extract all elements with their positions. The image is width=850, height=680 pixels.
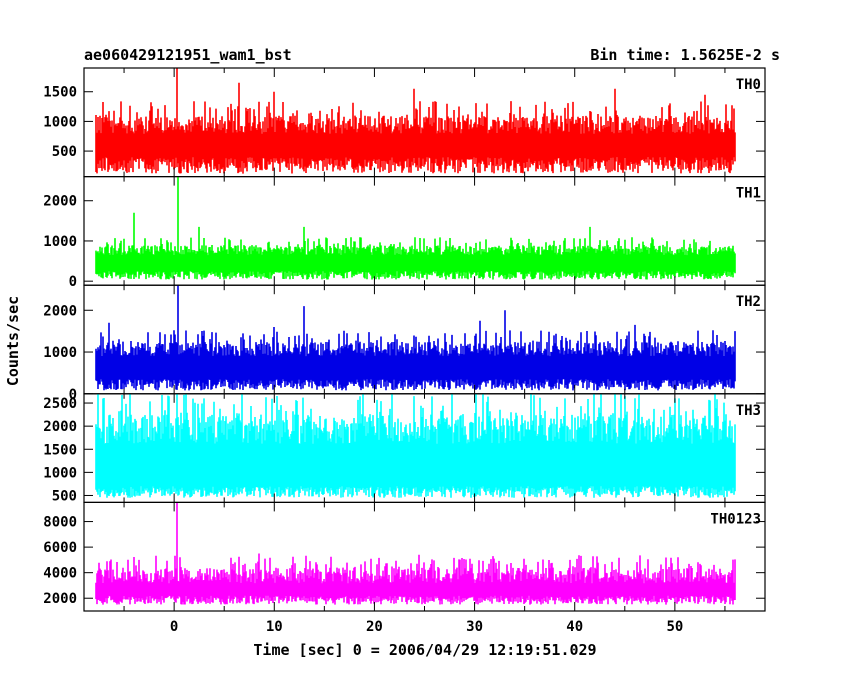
y-tick-label: 2000 (43, 194, 77, 210)
y-tick-label: 2000 (43, 591, 77, 607)
y-tick-label: 4000 (43, 566, 77, 582)
panel-th3: 500 1000 1500 2000 2500 TH3 (43, 393, 766, 504)
panel-label: TH0123 (710, 511, 761, 527)
x-tick-label: 0 (170, 619, 178, 635)
x-axis-label: Time [sec] 0 = 2006/04/29 12:19:51.029 (253, 641, 596, 659)
panel-th0123: 2000 4000 6000 8000 TH0123 (43, 501, 766, 612)
y-tick-label: 1000 (43, 114, 77, 130)
x-tick-label: 10 (266, 619, 283, 635)
y-tick-label: 2500 (43, 396, 77, 412)
x-axis: 0 10 20 30 40 50 (170, 619, 683, 635)
series-th0123 (95, 502, 736, 605)
series-th1 (95, 176, 736, 280)
y-axis-label: Counts/sec (4, 296, 22, 386)
x-tick-label: 50 (666, 619, 683, 635)
x-tick-label: 40 (566, 619, 583, 635)
panel-th1: 0 1000 2000 TH1 (43, 176, 766, 290)
y-tick-label: 1000 (43, 465, 77, 481)
panel-label: TH3 (736, 403, 761, 419)
y-tick-label: 1500 (43, 85, 77, 101)
panel-th2: 0 1000 2000 TH2 (43, 284, 766, 403)
panels-group: 500 1000 1500 TH0 0 1000 2000 TH1 0 1000 2000 TH2 50… (43, 67, 766, 612)
series-th2 (95, 285, 736, 391)
y-tick-label: 1500 (43, 442, 77, 458)
series-th0 (95, 68, 736, 174)
chart-title: ae060429121951_wam1_bst (84, 46, 292, 64)
series-th3 (95, 393, 736, 498)
x-tick-label: 30 (466, 619, 483, 635)
y-tick-label: 0 (69, 274, 77, 290)
y-tick-label: 500 (52, 144, 77, 160)
y-tick-label: 2000 (43, 419, 77, 435)
panel-label: TH0 (736, 77, 761, 93)
y-tick-label: 8000 (43, 515, 77, 531)
y-tick-label: 6000 (43, 540, 77, 556)
panel-label: TH2 (736, 294, 761, 310)
y-tick-label: 500 (52, 488, 77, 504)
y-tick-label: 0 (69, 387, 77, 403)
x-tick-label: 20 (366, 619, 383, 635)
bin-time-label: Bin time: 1.5625E-2 s (590, 46, 780, 64)
panel-label: TH1 (736, 186, 761, 202)
y-tick-label: 1000 (43, 345, 77, 361)
y-tick-label: 2000 (43, 303, 77, 319)
panel-th0: 500 1000 1500 TH0 (43, 67, 766, 178)
y-tick-label: 1000 (43, 234, 77, 250)
